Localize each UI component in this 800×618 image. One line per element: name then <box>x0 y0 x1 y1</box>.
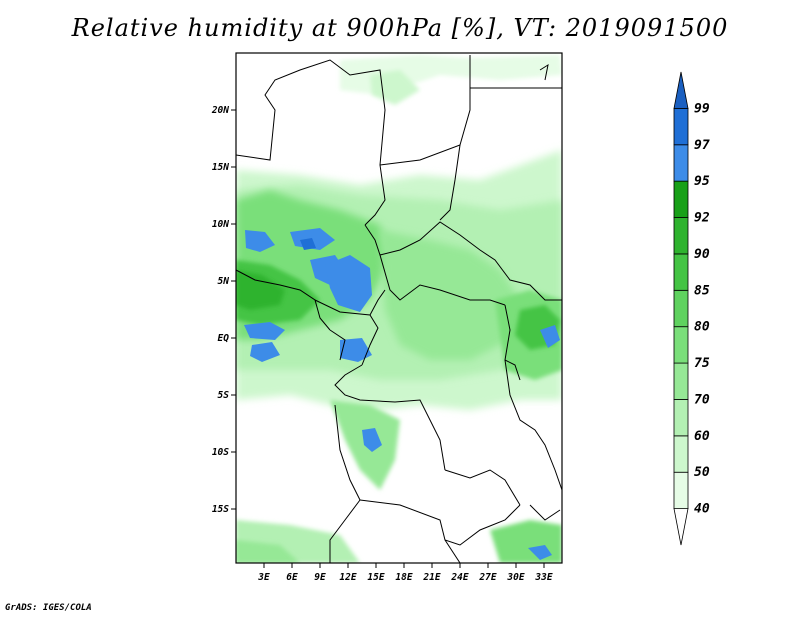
lat-label: 20N <box>211 105 229 116</box>
colorbar-label: 80 <box>694 320 710 335</box>
chart-title: Relative humidity at 900hPa [%], VT: 201… <box>71 14 729 42</box>
lon-label: 24E <box>450 572 468 583</box>
map-frame <box>235 52 563 564</box>
humidity-field <box>236 55 562 563</box>
colorbar-segment <box>673 435 689 473</box>
colorbar-label: 95 <box>694 174 710 189</box>
colorbar-segment <box>673 289 689 328</box>
colorbar-segment <box>673 508 689 546</box>
colorbar-segment <box>673 326 689 364</box>
colorbar-segment <box>673 180 689 218</box>
colorbar-label: 97 <box>694 138 710 153</box>
latitude-axis: 20N 15N 10N 5N EQ 5S 10S 15S <box>211 105 236 515</box>
colorbar-label: 90 <box>694 247 710 262</box>
lon-label: 30E <box>506 572 524 583</box>
colorbar: 40 50 60 70 75 80 85 90 92 95 97 99 <box>673 71 710 546</box>
lat-label: 10N <box>212 219 229 230</box>
lon-label: 12E <box>339 572 356 583</box>
colorbar-segment <box>673 107 689 146</box>
lon-label: 9E <box>314 572 326 583</box>
colorbar-label: 70 <box>694 392 710 407</box>
lat-label: 15N <box>212 162 229 173</box>
colorbar-label: 75 <box>694 356 710 371</box>
longitude-axis: 3E 6E 9E 12E 15E 18E 21E 24E 27E 30E 33E <box>257 563 553 583</box>
colorbar-segment <box>673 253 689 291</box>
lon-label: 18E <box>395 572 412 583</box>
lon-label: 3E <box>257 572 270 583</box>
colorbar-label: 92 <box>694 211 710 226</box>
lon-label: 15E <box>367 572 384 583</box>
colorbar-segment <box>673 71 689 109</box>
lon-label: 6E <box>286 572 298 583</box>
colorbar-segment <box>673 217 689 255</box>
lat-label: EQ <box>218 333 230 344</box>
credit-label: GrADS: IGES/COLA <box>5 603 92 613</box>
colorbar-label: 40 <box>694 502 710 517</box>
lon-label: 21E <box>422 572 440 583</box>
lat-label: 10S <box>212 447 229 458</box>
lat-label: 15S <box>212 504 229 515</box>
colorbar-label: 50 <box>694 465 710 480</box>
lat-label: 5N <box>218 276 230 287</box>
colorbar-label: 60 <box>694 429 710 444</box>
colorbar-segment <box>673 144 689 182</box>
colorbar-label: 85 <box>694 283 710 298</box>
lat-label: 5S <box>218 390 230 401</box>
lon-label: 27E <box>478 572 496 583</box>
country-borders <box>236 55 562 563</box>
colorbar-segment <box>673 471 689 510</box>
lon-label: 33E <box>534 572 552 583</box>
colorbar-segment <box>673 399 689 437</box>
colorbar-label: 99 <box>694 101 710 116</box>
colorbar-segment <box>673 362 689 400</box>
